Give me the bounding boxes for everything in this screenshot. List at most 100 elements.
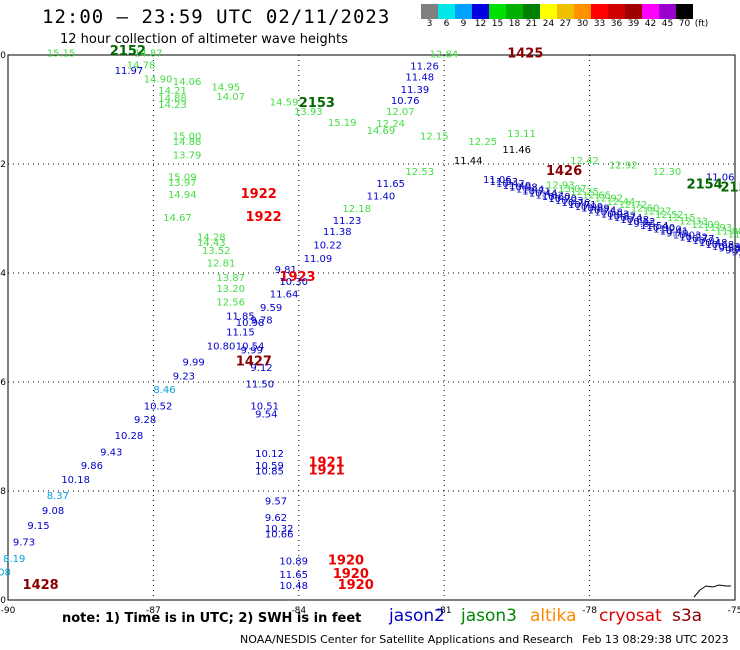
wave-height-value: 14.94 (168, 190, 197, 201)
wave-height-value: 13.97 (168, 178, 197, 189)
x-tick-label: -90 (1, 606, 16, 616)
wave-height-value: 8.19 (3, 554, 25, 565)
wave-height-value: 14.28 (197, 232, 226, 243)
wave-height-value: 9.23 (173, 371, 195, 382)
track-value: 10.87 (607, 211, 636, 222)
wave-height-value: 12.25 (468, 137, 497, 148)
track-value: 12.33 (679, 216, 708, 227)
track-value: 11.44 (516, 185, 545, 196)
wave-height-value: 11.48 (405, 73, 434, 84)
wave-height-value: 9.43 (100, 448, 122, 459)
color-scale-swatch (540, 4, 557, 19)
track-value: 10.89 (581, 204, 610, 215)
wave-height-value: 13.79 (173, 151, 202, 162)
wave-height-value: 10.98 (236, 318, 265, 329)
color-scale-swatches (421, 4, 710, 19)
wave-height-value: 11.38 (323, 227, 352, 238)
color-scale-label: 30 (576, 19, 589, 29)
wave-height-value: 12.84 (430, 50, 459, 61)
track-value: 10.03 (673, 230, 702, 241)
wave-height-value: 10.52 (144, 401, 173, 412)
wave-height-value: 10.18 (61, 475, 90, 486)
wave-height-value: 10.85 (255, 467, 284, 478)
wave-height-value: 11.09 (304, 254, 333, 265)
y-tick-label: 60 (0, 51, 6, 61)
wave-height-value: 10.59 (255, 461, 284, 472)
wave-height-value: 9.15 (27, 521, 49, 532)
pass-time-label: 1922 (241, 187, 277, 202)
wave-height-value: 11.26 (410, 62, 439, 73)
x-tick-label: -81 (437, 606, 452, 616)
track-value: 10.93 (601, 209, 630, 220)
x-tick-label: -75 (728, 606, 740, 616)
wave-height-value: 12.92 (609, 160, 638, 171)
wave-height-value: 11.65 (279, 570, 308, 581)
track-value: 11.49 (503, 181, 532, 192)
wave-height-value: 12.42 (570, 156, 599, 167)
wave-height-value: 11.40 (367, 191, 396, 202)
track-value: 10.44 (529, 188, 558, 199)
wave-height-value: 12.24 (376, 119, 405, 130)
wave-height-value: 11.50 (245, 379, 274, 390)
pass-time-label: 1920 (338, 578, 374, 593)
track-value: 10.77 (686, 234, 715, 245)
wave-height-value: 14.59 (270, 98, 299, 109)
wave-height-value: 11.65 (376, 179, 405, 190)
legend-jason3: jason3 (461, 606, 517, 626)
wave-height-value: 12.18 (342, 204, 371, 215)
wave-height-value: 9.08 (42, 506, 64, 517)
track-value: 11.91 (728, 230, 740, 241)
track-value: 10.98 (509, 183, 538, 194)
color-scale-label: 6 (443, 19, 450, 29)
pass-time-label: 2154 (720, 180, 740, 195)
wave-height-value: 8.37 (47, 491, 69, 502)
color-scale-label: 33 (593, 19, 606, 29)
color-scale-label: 15 (491, 19, 504, 29)
color-scale-label: 45 (661, 19, 674, 29)
wave-height-value: 15.19 (328, 118, 357, 129)
wave-height-value: 15.00 (173, 131, 202, 142)
color-scale-swatch (659, 4, 676, 19)
color-scale-swatch (523, 4, 540, 19)
color-scale-swatch (506, 4, 523, 19)
wave-height-value: 10.54 (236, 341, 265, 352)
color-scale-label: (ft) (694, 19, 709, 29)
wave-height-value: 10.28 (115, 431, 144, 442)
wave-height-value: 10.12 (255, 449, 284, 460)
track-value: 11.20 (653, 225, 682, 236)
wave-height-value: 13.52 (202, 246, 231, 257)
credit-text: NOAA/NESDIS Center for Satellite Applica… (240, 633, 574, 646)
color-scale-swatch (557, 4, 574, 19)
color-scale-swatch (489, 4, 506, 19)
wave-height-value: 12.15 (420, 131, 449, 142)
wave-height-value: 13.87 (216, 273, 245, 284)
wave-height-value: 14.06 (173, 77, 202, 88)
wave-height-value: 14.43 (197, 238, 226, 249)
map-frame (7, 54, 736, 601)
wave-height-value: 9.12 (250, 363, 272, 374)
wave-height-value: 11.97 (115, 66, 144, 77)
wave-height-value: 10.48 (279, 581, 308, 592)
track-value: 12.15 (667, 213, 696, 224)
pass-time-label: 2152 (110, 44, 146, 59)
y-tick-label: 66 (0, 378, 6, 388)
wave-height-value: 9.99 (241, 346, 263, 357)
track-value: 12.52 (655, 210, 684, 221)
track-value: 10.22 (679, 232, 708, 243)
wave-height-value: 11.64 (270, 290, 299, 301)
pass-time-label: 1923 (279, 270, 315, 285)
track-value: 10.88 (620, 215, 649, 226)
wave-height-value: 14.67 (163, 213, 192, 224)
color-scale-label: 39 (627, 19, 640, 29)
generation-timestamp: Feb 13 08:29:38 UTC 2023 (582, 633, 729, 646)
pass-time-label: 1920 (333, 567, 369, 582)
track-value: 10.99 (575, 202, 604, 213)
track-value: 12.72 (619, 200, 648, 211)
track-value: 12.65 (582, 190, 611, 201)
track-value: 10.12 (627, 217, 656, 228)
wave-height-value: 9.78 (250, 316, 272, 327)
wave-height-value: 12.30 (653, 167, 682, 178)
track-value: 10.41 (660, 227, 689, 238)
wave-height-value: 10.22 (313, 240, 342, 251)
track-value: 12.60 (631, 203, 660, 214)
